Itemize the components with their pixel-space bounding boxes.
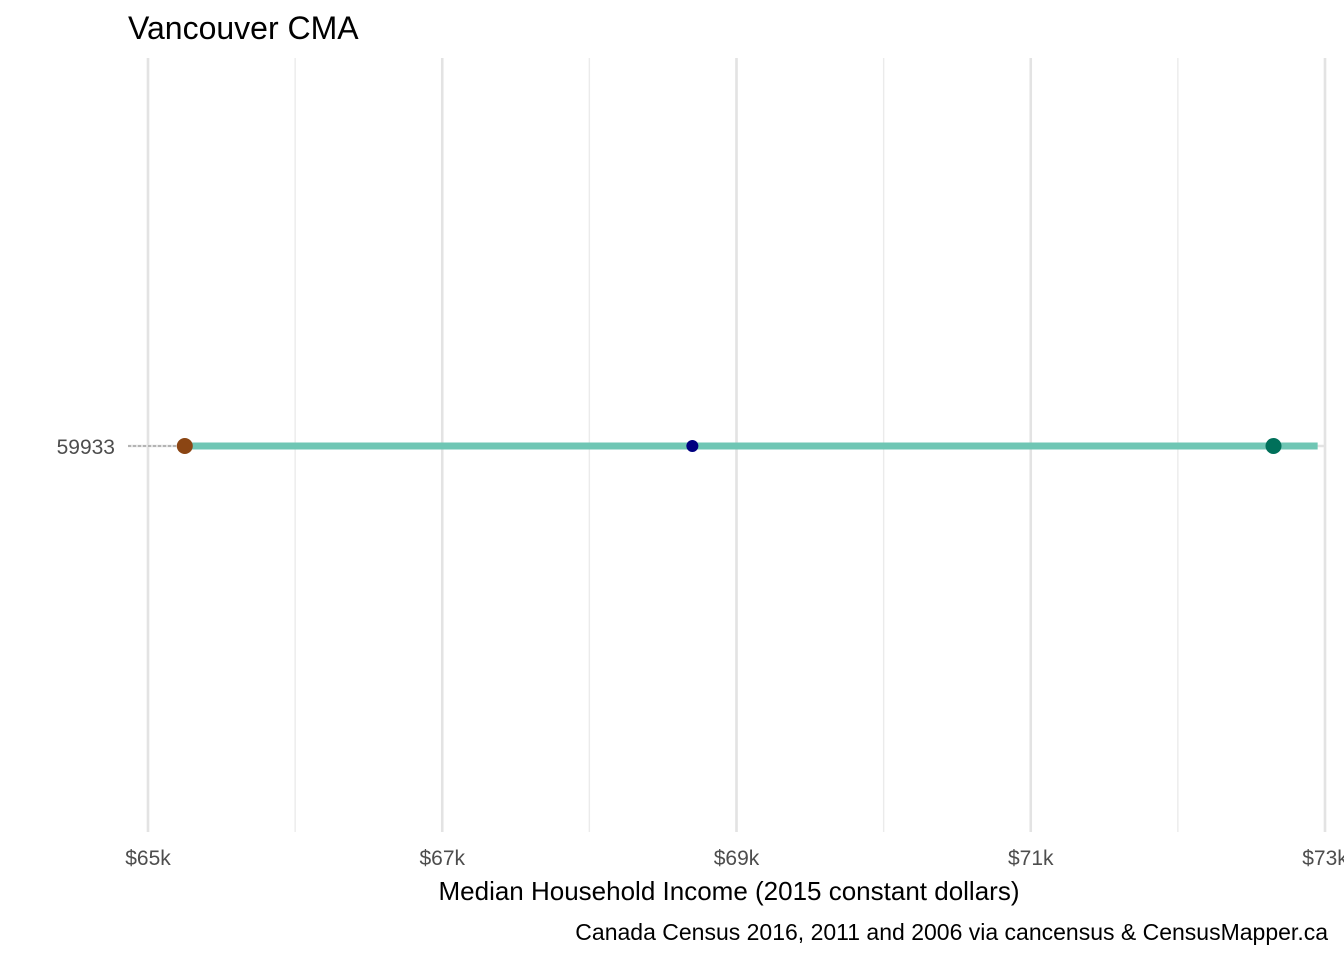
- chart-title: Vancouver CMA: [128, 10, 359, 46]
- x-tick-label: $73k: [1302, 847, 1344, 870]
- data-point-1: [686, 440, 699, 452]
- x-tick-label: $71k: [1008, 847, 1054, 870]
- x-tick-label: $69k: [714, 847, 760, 870]
- chart-caption: Canada Census 2016, 2011 and 2006 via ca…: [575, 919, 1328, 945]
- x-tick-label: $67k: [419, 847, 465, 870]
- data-point-0: [176, 438, 193, 454]
- x-axis-title: Median Household Income (2015 constant d…: [438, 876, 1019, 906]
- data-points: [176, 438, 1282, 454]
- x-tick-labels: $65k $67k $69k $71k $73k: [125, 847, 1344, 870]
- data-point-2: [1265, 438, 1282, 454]
- y-tick-label: 59933: [57, 436, 115, 459]
- x-tick-label: $65k: [125, 847, 171, 870]
- y-tick-labels: 59933: [57, 436, 115, 459]
